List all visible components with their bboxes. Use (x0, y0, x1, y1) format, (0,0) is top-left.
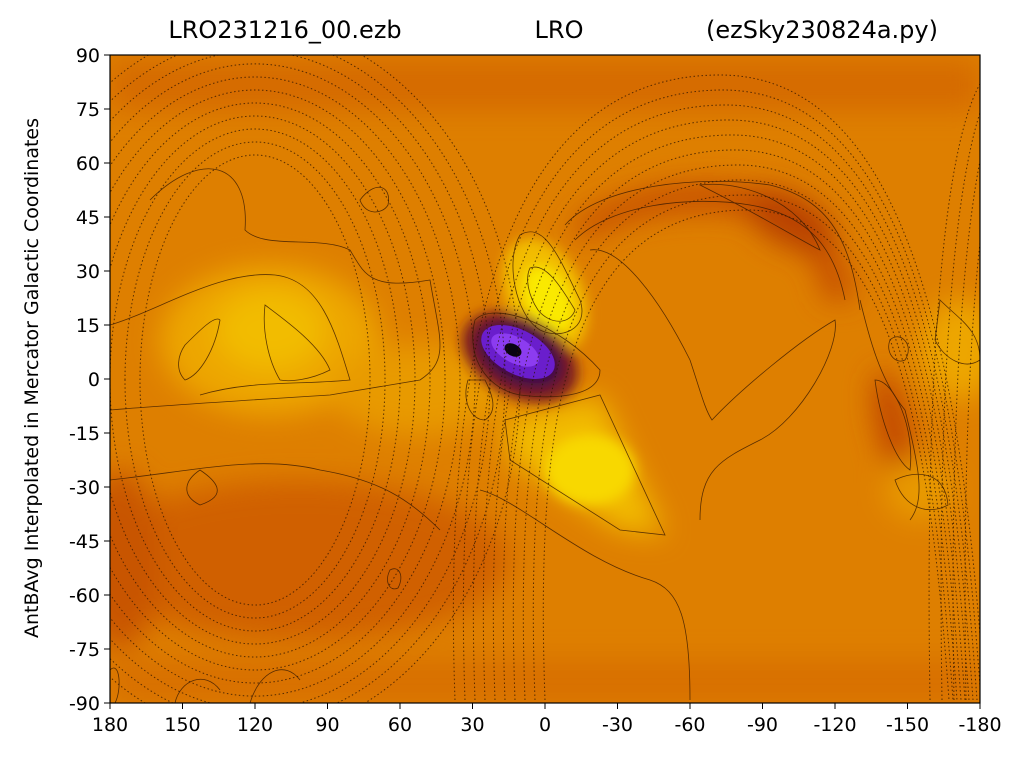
y-tick-label: 45 (76, 207, 100, 229)
contour-line (589, 249, 836, 521)
y-tick-label: -90 (69, 693, 100, 715)
dark-streak-right (873, 371, 913, 479)
dotted-curve (522, 179, 958, 701)
x-tick-label: -60 (674, 714, 705, 736)
y-tick-label: 0 (88, 369, 100, 391)
dark-region-bottom-left (110, 480, 510, 640)
y-tick-label: 15 (76, 315, 100, 337)
dotted-curve (452, 74, 980, 701)
contour-line (110, 463, 441, 531)
contour-line (574, 200, 846, 301)
y-tick-label: -75 (69, 639, 100, 661)
title-right: (ezSky230824a.py) (706, 16, 938, 44)
x-tick-label: -90 (747, 714, 778, 736)
contour-line (387, 568, 402, 590)
contour-lines (110, 168, 980, 703)
x-tick-label: 0 (539, 714, 551, 736)
contour-line (110, 667, 120, 703)
contour-line (874, 379, 912, 471)
dotted-curve (940, 111, 980, 701)
bright-core-left (215, 290, 325, 370)
contour-line (859, 299, 920, 521)
y-tick-label: -30 (69, 477, 100, 499)
dotted-curve (110, 76, 461, 684)
x-tick-label: -150 (886, 714, 929, 736)
contour-line (888, 336, 909, 362)
dark-band-lower (110, 660, 980, 703)
x-tick-label: 180 (92, 714, 128, 736)
title-center: LRO (535, 16, 584, 44)
y-tick-label: -60 (69, 585, 100, 607)
dotted-curve (502, 149, 966, 701)
contour-line (174, 678, 221, 703)
dotted-curve (928, 83, 980, 701)
x-axis-ticks: 180 150 120 90 60 30 0 -30 -60 -90 -120 -150 -180 (92, 703, 1002, 736)
heatmap-plot-area (110, 55, 980, 703)
dotted-curve (110, 115, 416, 645)
dark-band-upper-left (110, 60, 980, 110)
x-tick-label: 30 (460, 714, 484, 736)
contour-line (934, 299, 980, 365)
y-tick-label: 60 (76, 153, 100, 175)
contour-line (504, 394, 666, 536)
dotted-curve (110, 89, 446, 671)
contour-line (527, 266, 576, 322)
contour-line (479, 489, 691, 701)
contour-line (894, 473, 949, 511)
dotted-curve (110, 128, 401, 632)
contour-line (472, 312, 601, 398)
dotted-curve (952, 158, 980, 701)
contour-line (178, 318, 221, 381)
x-tick-label: 60 (388, 714, 412, 736)
x-tick-label: -180 (958, 714, 1001, 736)
contour-line (512, 231, 583, 334)
y-tick-label: 75 (76, 99, 100, 121)
x-tick-label: 150 (164, 714, 200, 736)
bright-region-right-edge (920, 300, 980, 400)
dark-region-left-edge (110, 470, 160, 650)
title-left: LRO231216_00.ezb (168, 16, 401, 44)
contour-line (186, 469, 218, 506)
contour-line (249, 669, 301, 703)
x-tick-label: 120 (237, 714, 273, 736)
contour-line (110, 168, 441, 411)
contour-line (698, 183, 821, 251)
y-tick-label: -15 (69, 423, 100, 445)
x-tick-label: -30 (602, 714, 633, 736)
x-tick-label: -120 (813, 714, 856, 736)
dotted-curve (964, 238, 980, 701)
dotted-curve (462, 89, 980, 701)
contour-line (359, 187, 389, 213)
contour-line (564, 181, 861, 311)
bright-lower-core (545, 435, 635, 505)
contour-line (465, 379, 494, 421)
dotted-curve (482, 119, 974, 701)
y-axis-ticks: 90 75 60 45 30 15 0 -15 -30 -45 -60 -75 -90 (69, 45, 110, 715)
bright-region-right-lower (885, 460, 955, 520)
bright-lobe-core (522, 266, 574, 334)
bright-region-mid (330, 345, 510, 435)
y-tick-label: 90 (76, 45, 100, 67)
y-axis-label: AntBAvg Interpolated in Mercator Galacti… (21, 118, 43, 638)
contour-line (263, 304, 331, 382)
contour-line (110, 274, 351, 396)
dotted-curve (139, 154, 371, 606)
y-tick-label: 30 (76, 261, 100, 283)
y-tick-label: -45 (69, 531, 100, 553)
x-tick-label: 90 (315, 714, 339, 736)
